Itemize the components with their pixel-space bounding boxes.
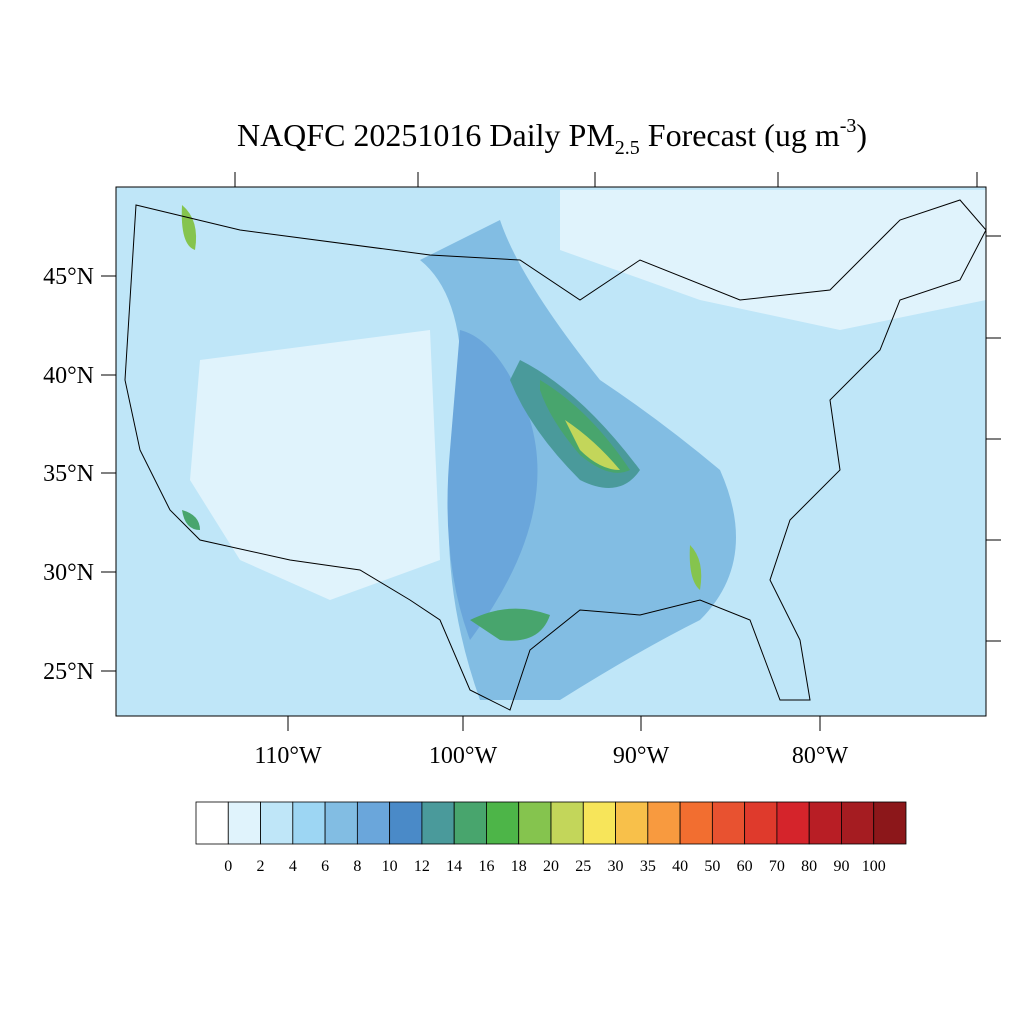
plume: [470, 608, 550, 641]
lon-label: 90°W: [613, 743, 670, 769]
colorbar-label: 90: [833, 858, 849, 875]
plume: [447, 330, 538, 640]
low-region: [190, 330, 440, 600]
colorbar-box: [550, 801, 584, 845]
colorbar-label: 16: [478, 858, 494, 875]
colorbar-box: [841, 801, 875, 845]
colorbar-label: 25: [575, 858, 591, 875]
map-field: [116, 187, 986, 716]
title-end: ): [856, 117, 867, 153]
colorbar-box: [195, 801, 229, 845]
colorbar-box: [679, 801, 713, 845]
colorbar-label: 60: [737, 858, 753, 875]
title-rest: Forecast (ug m: [640, 117, 840, 153]
colorbar-label: 14: [446, 858, 462, 875]
colorbar-box: [356, 801, 391, 845]
colorbar-label: 6: [321, 858, 329, 875]
low-region: [560, 190, 986, 330]
frame-ticks: [101, 172, 1001, 731]
colorbar-label: 2: [257, 858, 265, 875]
colorbar-label: 10: [382, 858, 398, 875]
lat-label: 40°N: [43, 363, 94, 389]
colorbar-box: [808, 801, 842, 845]
plume: [689, 545, 702, 590]
colorbar-label: 18: [511, 858, 527, 875]
colorbar-box: [647, 801, 681, 845]
colorbar-label: 100: [862, 858, 886, 875]
colorbar-box: [615, 801, 649, 845]
plume: [540, 380, 630, 473]
colorbar-box: [744, 801, 778, 845]
colorbar-label: 40: [672, 858, 688, 875]
colorbar-box: [518, 801, 552, 845]
lat-label: 45°N: [43, 264, 94, 290]
colorbar-box: [453, 801, 487, 845]
lat-label: 25°N: [43, 659, 94, 685]
us-outline: [124, 199, 986, 711]
colorbar-box: [292, 801, 326, 845]
colorbar-label: 30: [608, 858, 624, 875]
colorbar-box: [421, 801, 455, 845]
colorbar-box: [324, 801, 358, 845]
title-main: NAQFC 20251016 Daily PM: [237, 117, 615, 153]
colorbar-box: [711, 801, 746, 845]
lat-label: 30°N: [43, 560, 94, 586]
title-subscript: 2.5: [615, 137, 640, 159]
colorbar-box: [873, 801, 907, 845]
colorbar-label: 20: [543, 858, 559, 875]
plume: [182, 510, 200, 530]
colorbar-box: [389, 801, 423, 845]
title-superscript: -3: [840, 115, 857, 137]
colorbar-label: 0: [224, 858, 232, 875]
colorbar-label: 8: [353, 858, 361, 875]
colorbar-label: 35: [640, 858, 656, 875]
plume: [181, 205, 197, 250]
title: NAQFC 20251016 Daily PM2.5 Forecast (ug …: [237, 115, 867, 159]
colorbar-label: 80: [801, 858, 817, 875]
plume: [565, 420, 620, 470]
colorbar-box: [776, 801, 810, 845]
lon-label: 110°W: [254, 743, 322, 769]
colorbar-box: [486, 801, 520, 845]
colorbar-label: 70: [769, 858, 785, 875]
lon-label: 100°W: [429, 743, 498, 769]
lon-label: 80°W: [792, 743, 849, 769]
colorbar-label: 50: [704, 858, 720, 875]
colorbar-box: [582, 801, 616, 845]
colorbar-box: [260, 801, 294, 845]
colorbar-label: 4: [289, 858, 297, 875]
colorbar-box: [227, 801, 261, 845]
lat-label: 35°N: [43, 461, 94, 487]
colorbar-label: 12: [414, 858, 430, 875]
map-frame: [115, 186, 987, 717]
